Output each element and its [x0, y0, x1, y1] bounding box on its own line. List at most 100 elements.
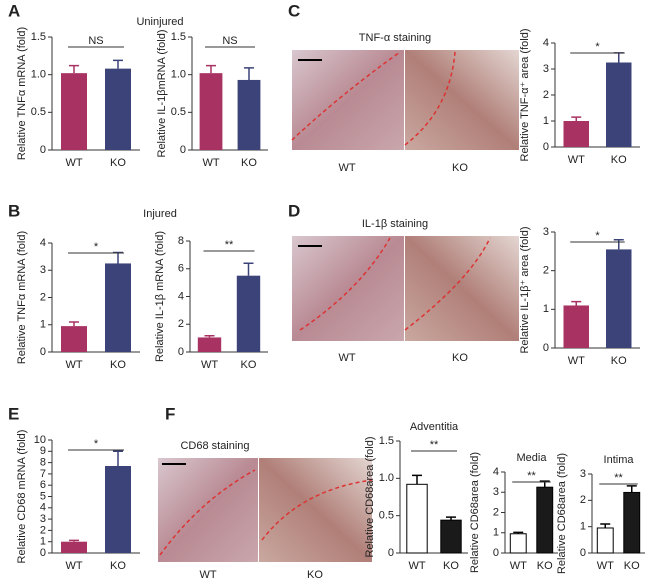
x-tick-label: KO: [241, 359, 257, 371]
significance-label: NS: [88, 35, 103, 47]
y-tick-label: 0.5: [31, 106, 46, 118]
x-tick-label: WT: [65, 560, 82, 572]
error-bar: [113, 450, 123, 466]
y-tick-label: 0: [543, 342, 549, 354]
x-tick-label: WT: [510, 560, 527, 572]
significance-label: *: [94, 438, 99, 450]
panel-title: Injured: [143, 208, 177, 220]
y-axis-label: Relative CD68area (fold): [556, 453, 568, 574]
y-tick-label: 4: [543, 37, 549, 49]
y-tick-label: 8: [40, 457, 46, 469]
bar: [536, 486, 554, 554]
y-axis-label: Relative IL-1βmRNA (fold): [156, 30, 168, 158]
y-tick-label: 3: [580, 468, 586, 480]
micrograph-label: WT: [338, 162, 355, 174]
y-tick-label: 1.0: [171, 69, 186, 81]
chart-title: Intima: [604, 454, 635, 466]
significance-label: *: [595, 230, 600, 242]
y-tick-label: 0: [40, 144, 46, 156]
x-tick-label: WT: [201, 359, 218, 371]
y-tick-label: 2: [178, 318, 184, 330]
significance-label: **: [430, 439, 439, 451]
bar: [105, 465, 131, 553]
panel-title: Uninjured: [136, 16, 183, 28]
y-tick-label: 1: [543, 115, 549, 127]
y-tick-label: 2: [580, 494, 586, 506]
bar: [61, 73, 87, 150]
y-tick-label: 0: [580, 547, 586, 559]
x-tick-label: KO: [110, 359, 126, 371]
y-tick-label: 1.5: [379, 435, 394, 447]
y-tick-label: 0: [40, 547, 46, 559]
y-tick-label: 1.5: [31, 31, 46, 43]
x-tick-label: WT: [597, 560, 614, 572]
panel-label: E: [8, 404, 19, 423]
error-bar: [571, 116, 582, 121]
y-tick-label: 0: [180, 144, 186, 156]
significance-label: *: [595, 41, 600, 53]
y-tick-label: 3: [543, 63, 549, 75]
bar: [623, 491, 641, 554]
y-tick-label: 10: [34, 434, 46, 446]
y-tick-label: 4: [493, 466, 499, 478]
y-tick-label: 8: [178, 235, 184, 247]
y-tick-label: 6: [178, 263, 184, 275]
bar: [606, 62, 632, 147]
error-bar: [613, 52, 624, 63]
y-tick-label: 0: [493, 547, 499, 559]
panel-label: C: [288, 1, 300, 20]
y-tick-label: 4: [40, 502, 46, 514]
x-tick-label: KO: [611, 154, 627, 166]
y-axis-label: Relative CD68 mRNA (fold): [16, 430, 28, 564]
significance-label: **: [527, 470, 536, 482]
error-bar: [571, 300, 582, 306]
y-tick-label: 5: [40, 490, 46, 502]
y-axis-label: Relative IL-1β⁺ area (fold): [519, 226, 531, 353]
y-axis-label: Relative TNFα mRNA (fold): [16, 231, 28, 364]
error-bar: [69, 539, 79, 542]
micrograph-label: WT: [199, 569, 216, 581]
micrograph-f: [158, 458, 373, 562]
y-axis-label: Relative TNF-α⁺ area (fold): [519, 29, 531, 162]
bar: [563, 305, 589, 348]
panel-label: B: [8, 201, 20, 220]
y-tick-label: 4: [178, 290, 184, 302]
bar: [440, 519, 462, 554]
significance-label: **: [225, 239, 234, 251]
error-bar: [113, 59, 123, 69]
bar: [199, 73, 223, 150]
y-axis-label: Relative TNFα mRNA (fold): [16, 27, 28, 160]
bar: [406, 483, 428, 554]
error-bar: [206, 64, 216, 74]
y-tick-label: 3: [543, 226, 549, 238]
y-tick-label: 0: [40, 346, 46, 358]
error-bar: [412, 474, 422, 485]
bar: [197, 337, 222, 352]
micrograph-title: TNF-α staining: [359, 32, 431, 44]
error-bar: [626, 485, 637, 493]
micrograph-label: KO: [307, 569, 323, 581]
y-tick-label: 0: [543, 141, 549, 153]
chart-title: Adventitia: [410, 421, 459, 433]
chart-title: Media: [517, 452, 548, 464]
bar: [596, 527, 614, 554]
y-axis-label: Relative CD68area (fold): [469, 452, 481, 573]
y-axis-label: Relative CD68area (fold): [364, 436, 376, 557]
y-tick-label: 1: [40, 536, 46, 548]
y-tick-label: 0: [388, 547, 394, 559]
error-bar: [113, 251, 123, 264]
x-tick-label: WT: [408, 560, 425, 572]
bar: [105, 263, 131, 352]
micrograph-label: WT: [338, 352, 355, 364]
panel-label: D: [288, 201, 300, 220]
x-tick-label: KO: [611, 355, 627, 367]
panel-label: F: [165, 404, 175, 423]
y-tick-label: 9: [40, 445, 46, 457]
y-tick-label: 2: [40, 291, 46, 303]
x-tick-label: WT: [568, 154, 585, 166]
bar: [237, 79, 261, 150]
error-bar: [600, 523, 611, 528]
error-bar: [69, 321, 79, 327]
y-tick-label: 1: [543, 303, 549, 315]
micrograph-title: CD68 staining: [180, 440, 249, 452]
